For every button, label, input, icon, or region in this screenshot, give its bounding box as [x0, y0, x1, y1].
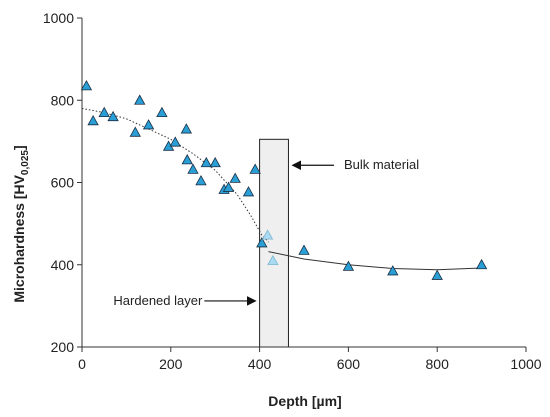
x-tick-label: 800	[426, 356, 450, 372]
data-point	[298, 244, 310, 255]
hardened-layer-label: Hardened layer	[113, 293, 203, 308]
data-point	[342, 260, 355, 271]
x-tick-label: 200	[159, 356, 183, 372]
x-tick-label: 0	[78, 356, 86, 372]
data-point	[200, 156, 212, 168]
data-point	[229, 172, 241, 183]
y-tick-label: 600	[51, 175, 75, 191]
data-point	[222, 181, 235, 192]
data-point	[267, 254, 279, 266]
plot-area	[80, 80, 488, 348]
trend-line-hardened	[81, 108, 269, 243]
data-point	[142, 119, 155, 130]
data-point	[387, 265, 399, 276]
y-tick-label: 1000	[43, 10, 74, 26]
data-point	[98, 106, 110, 117]
trend-line-bulk	[268, 251, 482, 271]
y-axis-title-sub: 0,025	[20, 150, 31, 175]
x-tick-label: 400	[248, 356, 272, 372]
data-point	[87, 114, 99, 126]
y-axis-title-main: Microhardness [HV	[11, 174, 27, 302]
data-point	[209, 156, 221, 168]
data-point	[134, 94, 146, 105]
data-point	[475, 258, 488, 270]
x-axis-title: Depth [µm]	[268, 393, 341, 409]
data-point	[256, 237, 268, 248]
data-point	[242, 186, 255, 197]
y-axis-title-close: ]	[11, 145, 27, 150]
data-point	[187, 163, 199, 174]
y-tick-label: 800	[51, 92, 75, 108]
data-point	[249, 163, 261, 174]
data-point	[180, 123, 193, 134]
data-point	[169, 136, 181, 147]
data-point	[431, 269, 443, 280]
data-point	[195, 175, 207, 186]
y-tick-label: 200	[51, 339, 75, 355]
y-axis-title: Microhardness [HV0,025]	[11, 145, 31, 302]
data-point	[261, 229, 274, 240]
data-point	[80, 80, 93, 91]
y-tick-label: 400	[51, 257, 75, 273]
x-tick-label: 600	[337, 356, 361, 372]
data-point	[181, 154, 193, 165]
data-point	[107, 110, 119, 122]
data-point	[156, 106, 168, 117]
data-point	[129, 126, 141, 137]
x-tick-label: 1000	[510, 356, 541, 372]
bulk-material-label: Bulk material	[344, 157, 419, 172]
